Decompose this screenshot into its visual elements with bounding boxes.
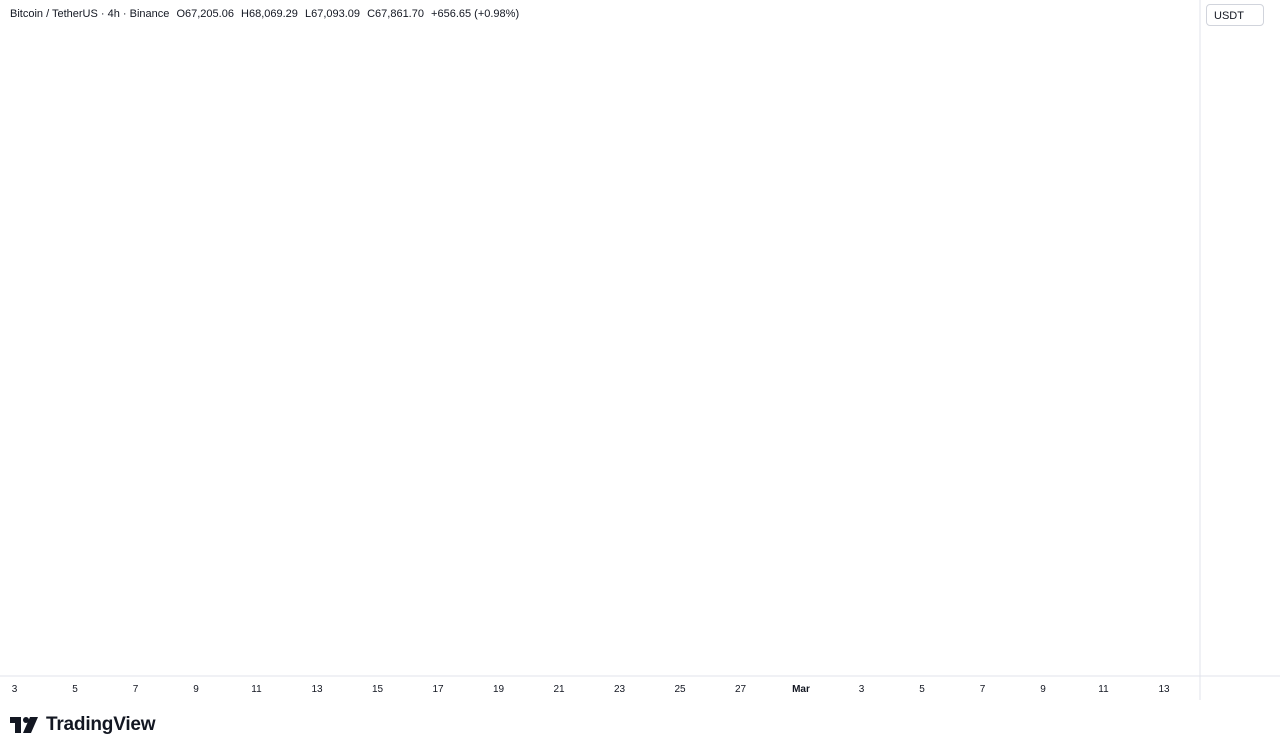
x-axis-tick: 11 (251, 684, 262, 695)
x-axis-tick: 21 (553, 684, 565, 695)
x-axis-tick: 13 (1158, 684, 1170, 695)
x-axis-tick: 27 (735, 684, 747, 695)
x-axis-tick: 19 (493, 684, 505, 695)
x-axis-tick: 9 (1040, 684, 1046, 695)
ohlc-high: H68,069.29 (241, 8, 298, 20)
symbol-header: Bitcoin / TetherUS · 4h · Binance O67,20… (10, 8, 523, 20)
x-axis-tick: 11 (1098, 684, 1109, 695)
x-axis-tick: 5 (919, 684, 925, 695)
candlestick-chart[interactable]: BreakoutClose Below Retestand Dropping 8… (0, 0, 1280, 700)
currency-unit-selector[interactable]: USDT (1206, 4, 1264, 26)
ohlc-open: O67,205.06 (176, 8, 234, 20)
x-axis-tick: 7 (980, 684, 986, 695)
ohlc-low: L67,093.09 (304, 8, 361, 20)
x-axis-tick: 17 (432, 684, 444, 695)
x-axis-tick: 3 (12, 684, 18, 695)
x-axis-tick: 3 (859, 684, 865, 695)
ohlc-close: C67,861.70 (367, 8, 424, 20)
chart-area[interactable]: BreakoutClose Below Retestand Dropping 8… (0, 0, 1280, 700)
ohlc-change: +656.65 (+0.98%) (431, 8, 520, 20)
symbol-title[interactable]: Bitcoin / TetherUS · 4h · Binance (10, 8, 170, 20)
x-axis-tick: 23 (614, 684, 626, 695)
x-axis-tick: 15 (372, 684, 384, 695)
x-axis-tick: Mar (792, 684, 810, 695)
x-axis-tick: 9 (193, 684, 199, 695)
x-axis-tick: 25 (674, 684, 686, 695)
plot-background (8, 30, 1200, 676)
x-axis-tick: 5 (72, 684, 78, 695)
brand-name: TradingView (46, 714, 156, 735)
tradingview-logo[interactable]: TradingView (10, 714, 156, 736)
x-axis-tick: 7 (133, 684, 139, 695)
tradingview-logo-icon (10, 717, 38, 733)
x-axis-tick: 13 (311, 684, 323, 695)
